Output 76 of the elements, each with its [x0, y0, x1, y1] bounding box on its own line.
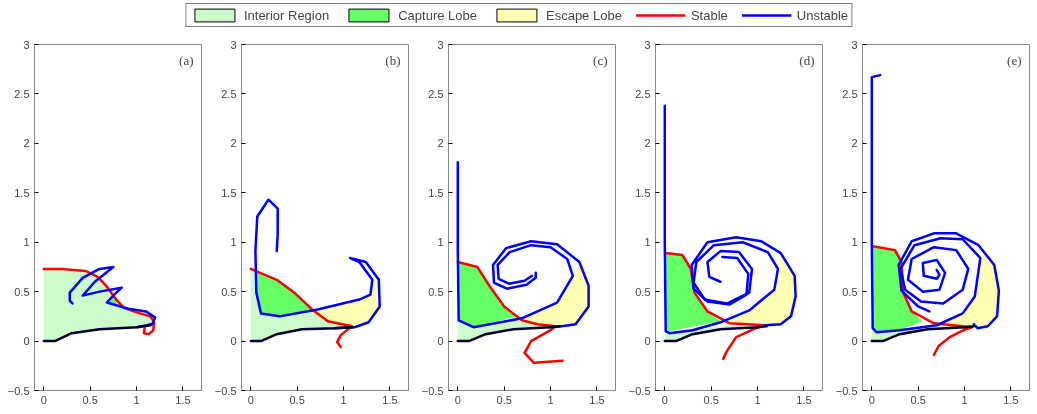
- x-tick-label: 1: [754, 393, 761, 406]
- x-tick-label: 0.5: [82, 393, 98, 406]
- y-tick-label: 2.5: [428, 87, 444, 100]
- y-tick-label: 3: [644, 38, 651, 51]
- line-series: [456, 260, 564, 365]
- x-tick-label: 1.5: [382, 393, 398, 406]
- x-tick-label: 0: [40, 393, 47, 406]
- y-tick-label: 3: [851, 38, 858, 51]
- x-tick-label: 0.5: [910, 393, 926, 406]
- x-tick-label: 0: [247, 393, 254, 406]
- y-tick-label: 1.5: [14, 186, 30, 199]
- y-tick-label: 1: [851, 236, 858, 249]
- x-tick-label: 0: [454, 393, 461, 406]
- x-tick-label: 1.5: [1003, 393, 1019, 406]
- line-series: [249, 325, 355, 343]
- x-tick-label: 1: [547, 393, 554, 406]
- y-tick-label: 3: [437, 38, 444, 51]
- y-tick-label: 0: [23, 335, 30, 348]
- y-tick-label: 1: [230, 236, 237, 249]
- line-series: [42, 324, 152, 343]
- y-tick-label: 2.5: [842, 87, 858, 100]
- x-tick-label: 1: [133, 393, 140, 406]
- x-tick-label: 0.5: [289, 393, 305, 406]
- y-tick-label: 1: [644, 236, 651, 249]
- y-tick-label: 1: [23, 236, 30, 249]
- y-tick-label: 1.5: [428, 186, 444, 199]
- y-tick-label: 1.5: [842, 186, 858, 199]
- y-tick-label: −0.5: [214, 384, 237, 397]
- legend-label: Unstable: [796, 7, 849, 23]
- x-tick-label: 0.5: [496, 393, 512, 406]
- line-series: [68, 265, 157, 329]
- y-tick-label: 2: [230, 137, 237, 150]
- y-tick-label: 2: [644, 137, 651, 150]
- y-tick-label: 2: [851, 137, 858, 150]
- annotation: (a): [179, 52, 194, 68]
- y-tick-label: 0.5: [14, 285, 30, 298]
- line-series: [254, 198, 381, 330]
- y-tick-label: −0.5: [7, 384, 30, 397]
- x-tick-label: 1.5: [589, 393, 605, 406]
- y-tick-label: 1.5: [221, 186, 237, 199]
- x-tick-label: 1.5: [796, 393, 812, 406]
- legend-label: Interior Region: [243, 7, 330, 23]
- y-tick-label: 2: [23, 137, 30, 150]
- y-tick-label: 2.5: [14, 87, 30, 100]
- y-tick-label: 0: [230, 335, 237, 348]
- x-tick-label: 0.5: [703, 393, 719, 406]
- y-tick-label: −0.5: [421, 384, 444, 397]
- annotation: (d): [799, 52, 815, 68]
- y-tick-label: 1.5: [635, 186, 651, 199]
- y-tick-label: 0.5: [428, 285, 444, 298]
- legend-label: Escape Lobe: [545, 7, 622, 23]
- legend-label: Capture Lobe: [398, 7, 477, 23]
- y-tick-label: 2: [437, 137, 444, 150]
- annotation: (c): [593, 52, 608, 68]
- y-tick-label: 2.5: [635, 87, 651, 100]
- y-tick-label: 0: [437, 335, 444, 348]
- x-tick-label: 1.5: [175, 393, 191, 406]
- y-tick-label: 2.5: [221, 87, 237, 100]
- x-tick-label: 0: [661, 393, 668, 406]
- legend-label: Stable: [690, 7, 728, 23]
- line-series: [456, 324, 562, 343]
- y-tick-label: −0.5: [628, 384, 651, 397]
- y-tick-label: 1: [437, 236, 444, 249]
- annotation: (e): [1007, 52, 1022, 68]
- y-tick-label: 0: [644, 335, 651, 348]
- x-tick-label: 1: [340, 393, 347, 406]
- annotation: (b): [385, 52, 401, 68]
- y-tick-label: 3: [23, 38, 30, 51]
- y-tick-label: 0: [851, 335, 858, 348]
- y-tick-label: 3: [230, 38, 237, 51]
- x-tick-label: 1: [961, 393, 968, 406]
- y-tick-label: 0.5: [842, 285, 858, 298]
- y-tick-label: 0.5: [635, 285, 651, 298]
- x-tick-label: 0: [868, 393, 875, 406]
- y-tick-label: 0.5: [221, 285, 237, 298]
- y-tick-label: −0.5: [835, 384, 858, 397]
